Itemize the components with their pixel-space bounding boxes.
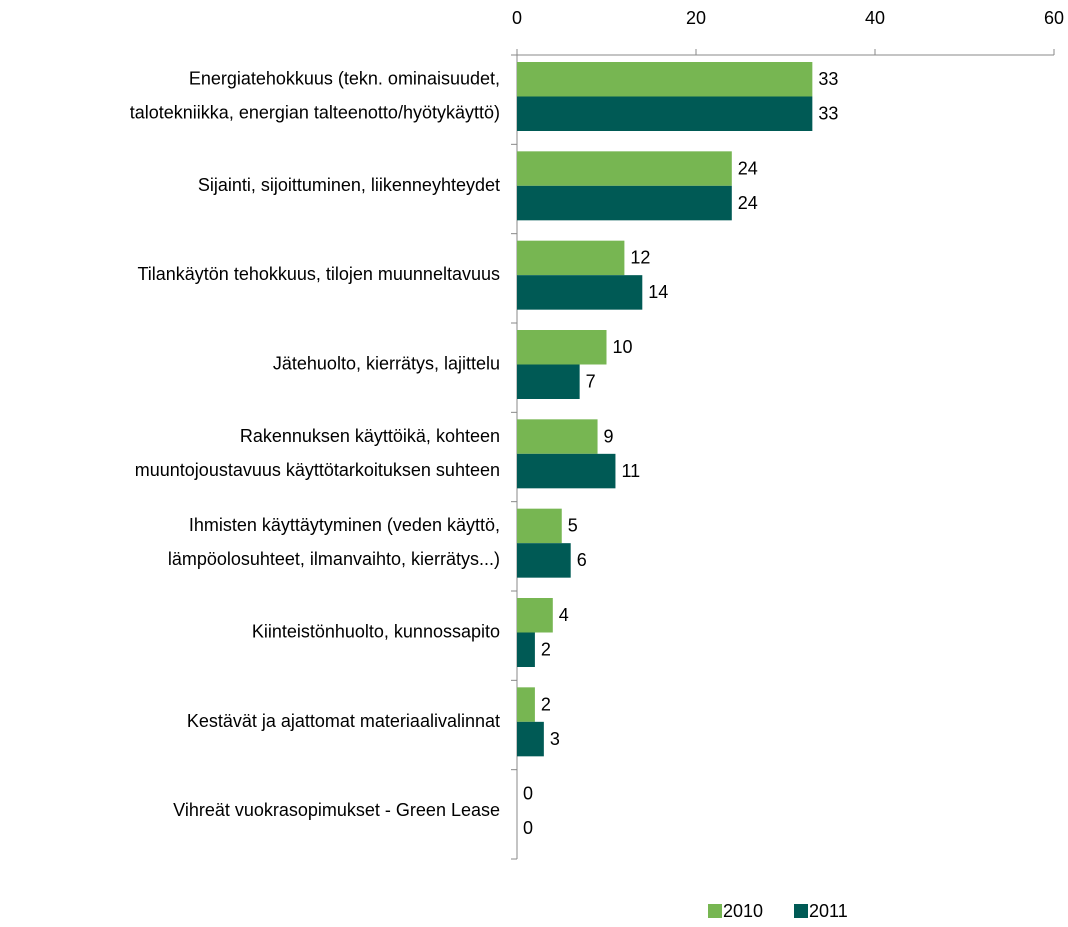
legend-swatch: [794, 904, 808, 918]
bar: [517, 508, 562, 544]
y-tick-label: Tilankäytön tehokkuus, tilojen muunnelta…: [137, 264, 500, 284]
legend-label: 2010: [723, 901, 763, 921]
bar: [517, 687, 535, 722]
x-tick-label: 0: [512, 8, 522, 28]
value-label: 12: [630, 248, 650, 268]
bar: [517, 721, 544, 757]
legend-label: 2011: [809, 901, 848, 921]
value-label: 24: [738, 158, 758, 178]
value-label: 7: [586, 372, 596, 392]
x-tick-label: 20: [686, 8, 706, 28]
value-label: 33: [818, 104, 838, 124]
x-tick-label: 40: [865, 8, 885, 28]
bar: [517, 543, 571, 578]
bar: [517, 330, 607, 365]
y-tick-label: Jätehuolto, kierrätys, lajittelu: [273, 353, 500, 373]
bar: [517, 275, 643, 310]
bar: [517, 598, 553, 633]
bar: [517, 151, 732, 186]
bar: [517, 62, 813, 97]
y-tick-label: Kiinteistönhuolto, kunnossapito: [252, 621, 500, 641]
bar: [517, 240, 625, 276]
y-tick-label: Ihmisten käyttäytyminen (veden käyttö, lä…: [168, 515, 500, 569]
x-tick-label: 60: [1044, 8, 1064, 28]
y-tick-label: Vihreät vuokrasopimukset - Green Lease: [173, 800, 500, 820]
bar: [517, 96, 813, 131]
value-label: 14: [648, 282, 668, 302]
bar: [517, 185, 732, 221]
bar: [517, 364, 580, 399]
y-tick-label: Sijainti, sijoittuminen, liikenneyhteyde…: [198, 175, 500, 195]
y-tick-label: Kestävät ja ajattomat materiaalivalinnat: [187, 711, 500, 731]
value-label: 24: [738, 193, 758, 213]
value-label: 9: [604, 426, 614, 446]
value-label: 2: [541, 640, 551, 660]
legend-swatch: [708, 904, 722, 918]
value-label: 11: [621, 461, 640, 481]
value-label: 4: [559, 605, 569, 625]
value-label: 3: [550, 729, 560, 749]
value-label: 0: [523, 818, 533, 838]
y-tick-label: Energiatehokkuus (tekn. ominaisuudet, tal…: [130, 68, 500, 122]
bar: [517, 453, 616, 489]
value-label: 2: [541, 694, 551, 714]
value-label: 5: [568, 516, 578, 536]
bar: [517, 632, 535, 667]
value-label: 6: [577, 550, 587, 570]
y-tick-label: Rakennuksen käyttöikä, kohteen muuntojous…: [135, 426, 500, 480]
value-label: 10: [613, 337, 633, 357]
bar: [517, 419, 598, 454]
value-label: 0: [523, 784, 533, 804]
value-label: 33: [818, 69, 838, 89]
